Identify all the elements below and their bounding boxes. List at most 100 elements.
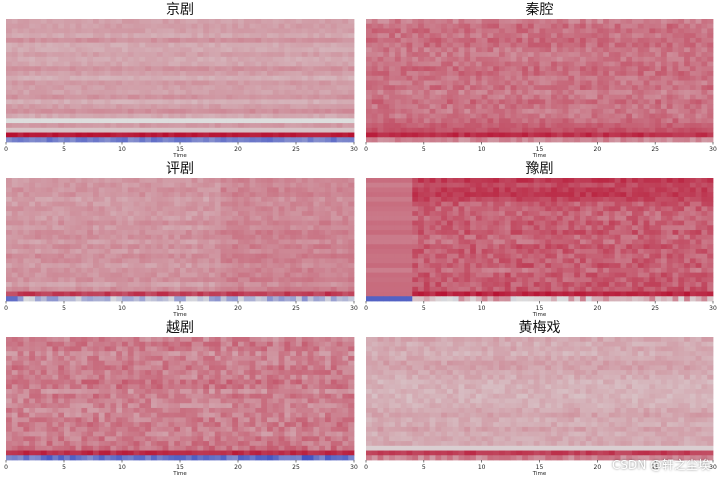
heatmap-cell [174,123,181,129]
heatmap-cell [87,33,94,39]
heatmap-cell [261,196,268,203]
heatmap-cell [220,23,227,29]
heatmap-cell [168,225,175,231]
heatmap-cell [203,137,210,143]
heatmap-cell [139,80,146,86]
heatmap-cell [23,187,30,193]
heatmap-cell [104,42,111,48]
heatmap-cell [394,52,402,58]
heatmap-cell [539,187,546,193]
heatmap-cell [383,94,390,100]
heatmap-cell [678,94,685,100]
heatmap-cell [579,66,587,72]
heatmap-cell [220,258,227,264]
heatmap-cell [87,192,94,198]
heatmap-cell [591,75,598,81]
heatmap-cell [336,230,343,236]
heatmap-cell [93,23,100,29]
heatmap-cell [52,192,59,198]
heatmap-cell [556,71,564,77]
heatmap-cell [58,89,65,96]
heatmap-cell [64,61,71,67]
heatmap-cell [562,42,569,48]
heatmap-cell [174,296,181,302]
heatmap-cell [127,75,134,81]
heatmap-cell [672,127,679,133]
heatmap-cell [678,61,685,67]
heatmap-cell [284,104,291,110]
heatmap-cell [435,66,442,72]
heatmap-cell [330,267,337,274]
heatmap-cell [539,104,546,110]
heatmap-cell [185,234,192,240]
heatmap-cell [35,187,42,193]
heatmap-cell [191,94,198,100]
heatmap-cell [98,80,105,86]
heatmap-cell [516,80,523,86]
heatmap-cell [481,187,488,193]
heatmap-cell [551,71,558,77]
x-tick-label: 20 [234,146,242,153]
heatmap-cell [58,28,65,34]
heatmap-cell [348,296,355,302]
heatmap-cell [133,118,140,124]
heatmap-cell [278,123,285,129]
heatmap-cell [458,178,465,184]
heatmap-cell [243,71,250,77]
heatmap-cell [348,127,355,133]
heatmap-cell [23,230,30,236]
heatmap-cell [330,178,337,184]
heatmap-cell [574,99,581,105]
heatmap-cell [238,206,245,212]
heatmap-cell [145,239,152,245]
heatmap-cell [348,99,355,105]
heatmap-cell [145,99,152,105]
heatmap-cell [272,80,279,86]
heatmap-cell [17,201,24,207]
heatmap-cell [643,178,650,184]
heatmap-cell [429,196,436,203]
heatmap-cell [516,19,523,25]
panel-title: 评剧 [166,161,194,177]
heatmap-cell [174,234,181,240]
heatmap-cell [330,123,337,129]
heatmap-cell [267,239,274,245]
heatmap-cell [238,66,245,72]
heatmap-cell [278,28,285,34]
heatmap-cell [145,123,152,129]
heatmap-cell [145,248,152,255]
heatmap-cell [516,52,523,58]
heatmap-cell [17,104,24,110]
heatmap-cell [40,206,47,212]
heatmap-cell [284,99,291,105]
heatmap-cell [122,113,129,119]
heatmap-cell [481,123,488,129]
heatmap-cell [87,201,94,207]
heatmap-cell [139,187,146,193]
heatmap-cell [29,23,36,29]
heatmap-cell [255,196,262,203]
heatmap-cell [325,234,332,240]
heatmap-cell [597,75,604,81]
heatmap-cell [133,296,140,302]
heatmap-cell [29,118,36,124]
heatmap-cell [185,37,192,44]
heatmap-cell [284,52,291,58]
heatmap-cell [377,85,384,91]
heatmap-cell [220,132,227,138]
heatmap-cell [127,211,134,217]
heatmap-cell [17,75,24,81]
heatmap-cell [127,127,134,133]
heatmap-cell [156,85,163,91]
heatmap-cell [389,37,396,44]
heatmap-cell [203,215,210,221]
heatmap-cell [366,127,373,133]
heatmap-cell [325,118,332,124]
heatmap-cell [64,52,71,58]
heatmap-cell [203,201,210,207]
heatmap-cell [620,94,627,100]
heatmap-cell [203,182,210,188]
heatmap-cell [116,56,123,62]
heatmap-cell [446,80,454,86]
heatmap-cell [556,89,564,96]
